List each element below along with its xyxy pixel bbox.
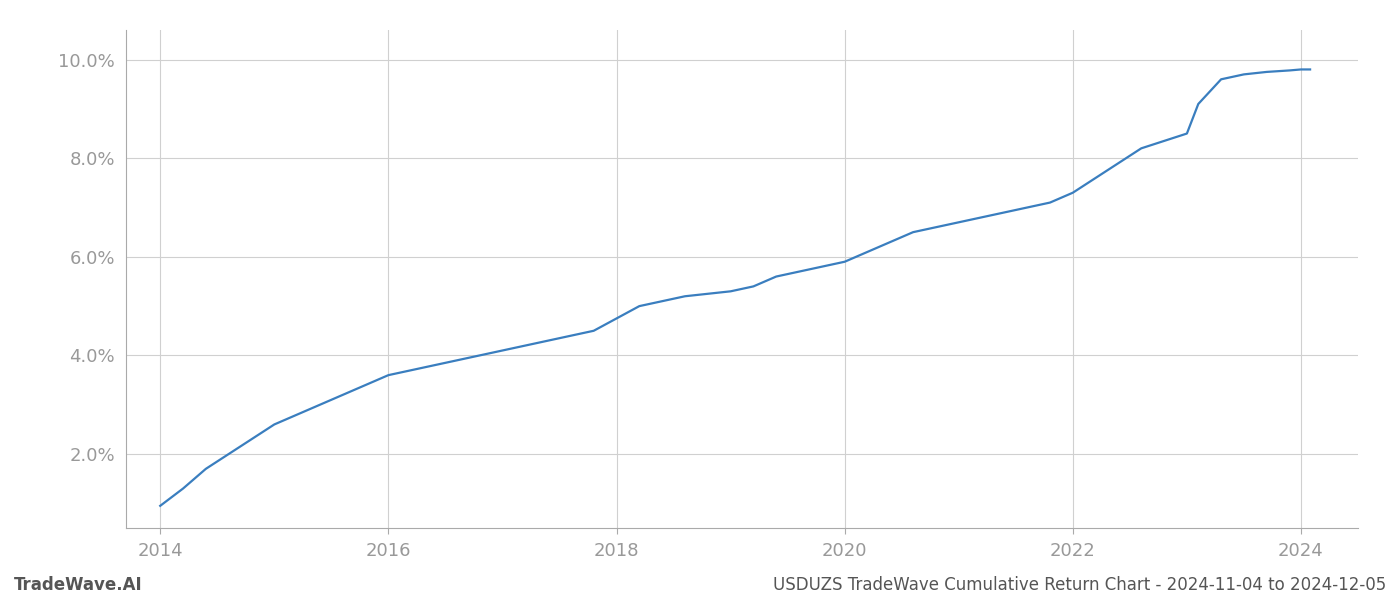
Text: TradeWave.AI: TradeWave.AI — [14, 576, 143, 594]
Text: USDUZS TradeWave Cumulative Return Chart - 2024-11-04 to 2024-12-05: USDUZS TradeWave Cumulative Return Chart… — [773, 576, 1386, 594]
